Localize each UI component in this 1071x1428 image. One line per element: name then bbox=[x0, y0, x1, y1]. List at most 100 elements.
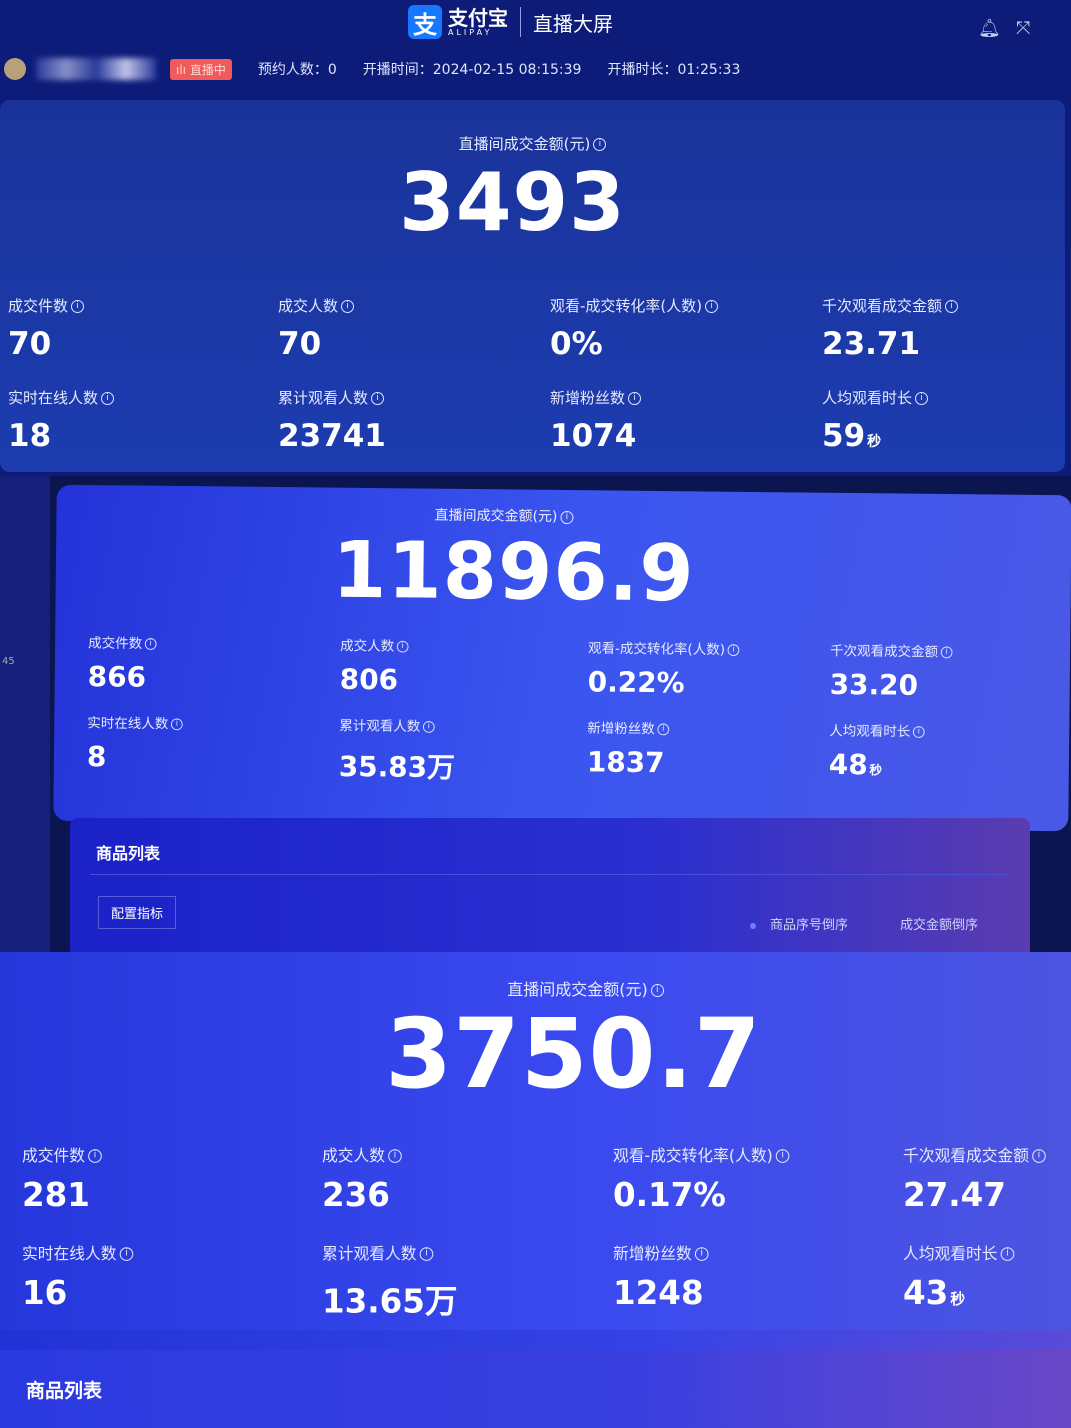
info-icon[interactable]: i bbox=[912, 726, 925, 738]
metric-item: 成交件数 i 70 bbox=[8, 295, 85, 362]
info-icon[interactable]: i bbox=[170, 718, 183, 731]
metric-item: 新增粉丝数 i 1074 bbox=[550, 387, 642, 454]
live-duration: 开播时长：01:25:33 bbox=[607, 62, 741, 78]
bell-icon[interactable]: 🔔︎ bbox=[978, 18, 1001, 39]
info-icon[interactable]: i bbox=[88, 1149, 102, 1163]
metric-label: 新增粉丝数 i bbox=[613, 1242, 709, 1264]
info-icon[interactable]: i bbox=[775, 1149, 790, 1163]
metric-label: 成交件数 i bbox=[88, 633, 157, 653]
configure-metrics-button[interactable]: 配置指标 bbox=[98, 896, 177, 929]
total-sales-label: 直播间成交金额(元) i bbox=[50, 976, 1071, 1000]
metric-item: 新增粉丝数 i 1837 bbox=[587, 718, 670, 779]
metric-item: 成交件数 i 866 bbox=[88, 633, 157, 694]
metric-value: 236 bbox=[322, 1176, 390, 1215]
sort-by-sales-amount[interactable]: 成交金额倒序 bbox=[900, 918, 979, 933]
metric-unit: 秒 bbox=[869, 763, 883, 779]
total-sales-value: 3750.7 bbox=[385, 998, 762, 1110]
info-icon[interactable]: i bbox=[371, 392, 385, 405]
screenshot-panel-2: 45 直播间成交金额(元) i 11896.9 成交件数 i 866 成交人数 i 806 观… bbox=[0, 476, 1071, 952]
total-sales-label: 直播间成交金额(元) i bbox=[0, 133, 1065, 154]
sort-by-product-index[interactable]: 商品序号倒序 bbox=[750, 914, 848, 933]
info-icon[interactable]: i bbox=[694, 1247, 709, 1261]
metrics-card: 直播间成交金额(元) i 11896.9 成交件数 i 866 成交人数 i 806 观看-成… bbox=[53, 484, 1071, 832]
metrics-card: 直播间成交金额(元) i 3493 成交件数 i 70 成交人数 i 70 观看-成交转化率(… bbox=[0, 100, 1065, 472]
live-status-badge: ılı 直播中 bbox=[170, 58, 232, 80]
metric-value: 866 bbox=[87, 660, 147, 694]
metric-label: 千次观看成交金额 i bbox=[830, 641, 953, 661]
info-icon[interactable]: i bbox=[341, 300, 355, 313]
metric-label: 累计观看人数 i bbox=[278, 387, 388, 408]
side-panel: 45 bbox=[0, 476, 50, 952]
metric-item: 新增粉丝数 i 1248 bbox=[613, 1242, 709, 1312]
fullscreen-icon[interactable]: ⤧ bbox=[1016, 18, 1031, 39]
metric-unit: 秒 bbox=[867, 434, 882, 450]
info-icon[interactable]: i bbox=[422, 721, 435, 733]
avatar bbox=[4, 58, 26, 80]
product-list-title: 商品列表 bbox=[96, 844, 161, 863]
metric-label: 观看-成交转化率(人数) i bbox=[550, 295, 719, 316]
metric-value: 0.22% bbox=[587, 666, 685, 700]
metric-label: 千次观看成交金额 i bbox=[822, 295, 959, 316]
brand-name: 支付宝 bbox=[448, 5, 508, 30]
metric-value: 23.71 bbox=[822, 326, 921, 362]
metric-value: 0.17% bbox=[613, 1176, 726, 1215]
metric-item: 成交人数 i 236 bbox=[322, 1144, 402, 1214]
reservation-count: 预约人数：0 bbox=[257, 62, 337, 78]
info-icon[interactable]: i bbox=[628, 392, 642, 405]
metric-value: 70 bbox=[278, 326, 322, 362]
info-icon[interactable]: i bbox=[705, 300, 719, 313]
metric-label: 实时在线人数 i bbox=[87, 713, 183, 733]
radio-selected-icon bbox=[750, 922, 756, 929]
metric-label: 观看-成交转化率(人数) i bbox=[613, 1144, 790, 1166]
metric-value: 43 秒 bbox=[903, 1274, 966, 1313]
metric-label: 人均观看时长 i bbox=[829, 721, 925, 741]
info-icon[interactable]: i bbox=[101, 392, 115, 405]
metric-value: 1248 bbox=[613, 1274, 704, 1313]
metric-label: 成交人数 i bbox=[322, 1144, 402, 1166]
info-icon[interactable]: i bbox=[71, 300, 85, 313]
live-info-row: ılı 直播中 预约人数：0 开播时间：2024-02-15 08:15:39 … bbox=[0, 58, 740, 80]
screenshot-panel-1: 支 支付宝 ALIPAY 直播大屏 🔔︎ ⤧ ılı 直播中 预约人数：0 开播… bbox=[0, 0, 1071, 476]
info-icon[interactable]: i bbox=[419, 1247, 434, 1261]
info-icon[interactable]: i bbox=[940, 646, 953, 659]
metric-value: 33.20 bbox=[829, 668, 919, 703]
metric-item: 人均观看时长 i 43 秒 bbox=[903, 1242, 1015, 1313]
metric-label: 实时在线人数 i bbox=[8, 387, 115, 408]
metric-label: 成交人数 i bbox=[340, 636, 409, 656]
metric-value: 1074 bbox=[550, 418, 637, 454]
info-icon[interactable]: i bbox=[119, 1247, 134, 1261]
info-icon[interactable]: i bbox=[593, 138, 607, 151]
metric-value: 0% bbox=[550, 326, 603, 362]
metric-item: 累计观看人数 i 23741 bbox=[278, 387, 388, 454]
metric-item: 实时在线人数 i 16 bbox=[22, 1242, 134, 1312]
metric-value: 281 bbox=[22, 1176, 90, 1215]
info-icon[interactable]: i bbox=[396, 640, 409, 653]
page-title: 直播大屏 bbox=[533, 11, 613, 36]
metric-unit: 秒 bbox=[950, 1291, 966, 1309]
metric-value: 59 秒 bbox=[822, 418, 882, 454]
metric-value: 48秒 bbox=[828, 748, 883, 782]
metric-value: 35.83万 bbox=[338, 750, 456, 785]
metric-item: 千次观看成交金额 i 33.20 bbox=[830, 641, 953, 703]
info-icon[interactable]: i bbox=[657, 723, 670, 736]
product-list-section: 商品列表 配置指标 商品序号倒序 成交金额倒序 bbox=[70, 818, 1030, 952]
metric-item: 实时在线人数 i 18 bbox=[8, 387, 115, 454]
metric-label: 累计观看人数 i bbox=[339, 716, 457, 736]
metric-label: 新增粉丝数 i bbox=[550, 387, 642, 408]
info-icon[interactable]: i bbox=[1032, 1149, 1046, 1163]
info-icon[interactable]: i bbox=[945, 300, 959, 313]
top-bar: 支 支付宝 ALIPAY 直播大屏 🔔︎ ⤧ ılı 直播中 预约人数：0 开播… bbox=[0, 0, 1071, 100]
info-icon[interactable]: i bbox=[650, 984, 664, 997]
metric-item: 观看-成交转化率(人数) i 0.22% bbox=[588, 638, 740, 700]
info-icon[interactable]: i bbox=[727, 644, 740, 657]
chart-icon: ılı bbox=[176, 62, 190, 77]
metric-value: 70 bbox=[8, 326, 52, 362]
info-icon[interactable]: i bbox=[388, 1149, 402, 1163]
info-icon[interactable]: i bbox=[560, 510, 574, 524]
info-icon[interactable]: i bbox=[915, 392, 929, 405]
info-icon[interactable]: i bbox=[144, 638, 157, 650]
side-text: 45 bbox=[2, 656, 15, 667]
info-icon[interactable]: i bbox=[1000, 1247, 1015, 1261]
brand-sub: ALIPAY bbox=[448, 27, 493, 37]
total-sales-value: 3493 bbox=[399, 156, 626, 249]
